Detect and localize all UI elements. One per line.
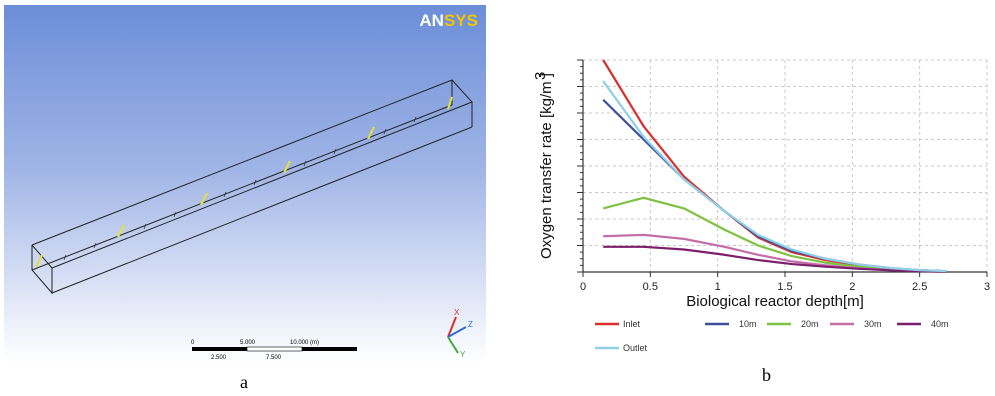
- x-tick-label: 1.5: [777, 281, 792, 293]
- legend-label-5: Outlet: [623, 343, 648, 353]
- logo-sys: SYS: [443, 11, 478, 30]
- y-axis-label: Oxygen transfer rate [kg/m ]: [538, 73, 555, 259]
- x-tick-label: 2.5: [912, 281, 927, 293]
- series-line-2: [602, 196, 947, 273]
- triad-x-axis: [447, 316, 457, 338]
- reactor-box-outline: [31, 79, 473, 295]
- scale-seg-1: [192, 347, 247, 351]
- scale-bar: 0 5.000 10.000 (m) 2.500 7.500: [191, 340, 357, 361]
- scale-label-unit: (m): [310, 340, 319, 346]
- scale-label-5000: 5.000: [240, 340, 256, 346]
- chart-grid: [583, 59, 988, 272]
- legend-label-2: 20m: [801, 319, 819, 329]
- series-line-3: [603, 233, 947, 273]
- caption-a: a: [240, 372, 248, 392]
- reactor-geometry: 0 5.000 10.000 (m) 2.500 7.500 X Z Y: [31, 79, 473, 361]
- x-tick-label: 3: [984, 281, 990, 293]
- scale-label-2500: 2.500: [211, 355, 227, 361]
- chart-axes: 0 0.5 1 1.5 2 2.5 3 Biological reactor depth[m]…: [532, 59, 990, 310]
- inner-dashes: [63, 116, 417, 261]
- triad-x-label: X: [454, 308, 460, 317]
- scale-seg-2: [246, 346, 303, 352]
- legend-label-4: 40m: [931, 319, 949, 329]
- scale-label-7500: 7.500: [266, 355, 282, 361]
- triad-y-label: Y: [460, 350, 466, 359]
- legend-label-0: Inlet: [623, 319, 641, 329]
- chart-legend: Inlet 10m 20m 30m 40m Outlet: [595, 319, 949, 353]
- x-tick-label: 0.5: [643, 281, 658, 293]
- scale-seg-3: [302, 347, 357, 351]
- triad-z-axis: [447, 326, 467, 338]
- viewport-background: [4, 5, 486, 363]
- logo-an: AN: [419, 11, 444, 30]
- x-tick-label: 1: [715, 281, 721, 293]
- scale-label-0: 0: [191, 340, 195, 346]
- triad-y-axis: [447, 336, 459, 354]
- series-line-4: [603, 245, 947, 273]
- y-axis-label-superscript: 3: [535, 72, 549, 80]
- x-axis-label: Biological reactor depth[m]: [686, 293, 864, 310]
- chart-svg: 0 0.5 1 1.5 2 2.5 3 Biological reactor depth[m]…: [532, 59, 990, 353]
- axis-triad: X Z Y: [447, 308, 473, 359]
- chart-series: [602, 59, 947, 273]
- scale-label-10000: 10.000: [290, 340, 309, 346]
- caption-b: b: [762, 365, 771, 385]
- ansys-viewport: ANSYS 0 5.: [4, 5, 486, 363]
- legend-label-1: 10m: [739, 319, 757, 329]
- oxygen-transfer-chart: 0 0.5 1 1.5 2 2.5 3 Biological reactor depth[m]…: [532, 40, 995, 360]
- ansys-logo: ANSYS: [419, 11, 478, 31]
- series-line-5: [602, 80, 947, 273]
- diffuser-markers: [35, 96, 453, 268]
- legend-label-3: 30m: [864, 319, 882, 329]
- x-tick-label: 0: [580, 281, 586, 293]
- x-tick-label: 2: [849, 281, 855, 293]
- triad-z-label: Z: [468, 320, 473, 329]
